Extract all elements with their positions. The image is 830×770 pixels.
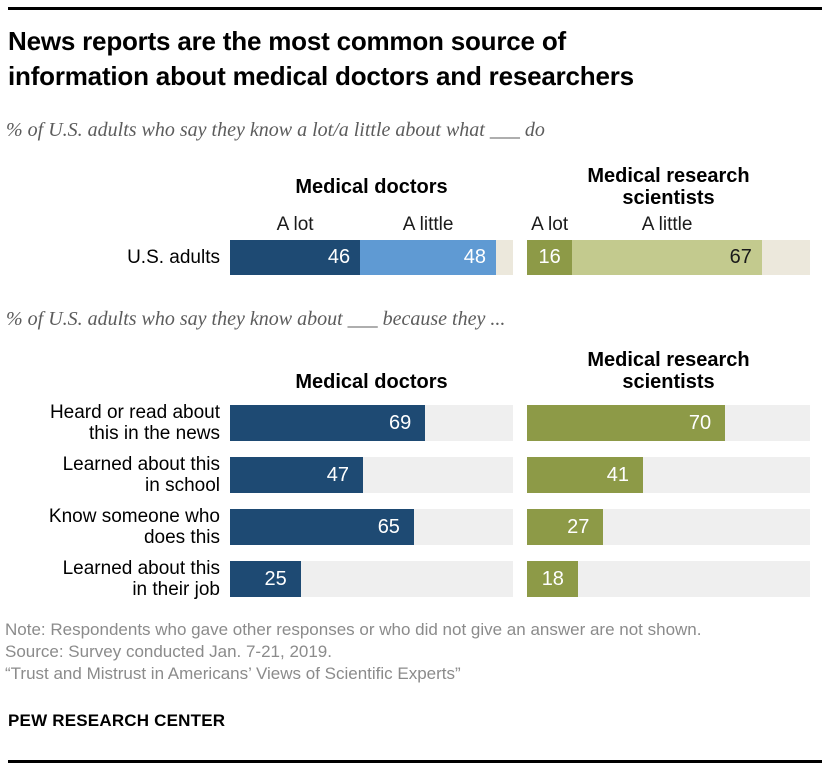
value-label: 47 (326, 463, 349, 486)
bar-row: Heard or read about this in the news 69 70 (0, 402, 830, 444)
row-label: Heard or read about this in the news (0, 402, 220, 444)
grouped-bar-chart: Medical doctors Medical research scientist… (0, 340, 830, 600)
value-label: 65 (377, 515, 400, 538)
bar-track: 65 (230, 509, 513, 545)
bottom-rule (8, 760, 822, 763)
bar-track: 18 (527, 561, 810, 597)
bar: 47 (230, 457, 363, 493)
row-label-line: in school (145, 475, 220, 496)
report-title-line: “Trust and Mistrust in Americans’ Views … (5, 664, 461, 683)
note-line: Note: Respondents who gave other respons… (5, 620, 702, 639)
value-label: 27 (567, 515, 590, 538)
stacked-bar-row: U.S. adults 46 48 16 67 (0, 240, 830, 275)
bar-row: Learned about this in their job 25 18 (0, 558, 830, 600)
row-label-line: Learned about this (62, 454, 220, 475)
bar-segment: 48 (360, 240, 496, 275)
bar-row: Learned about this in school 47 41 (0, 454, 830, 496)
bar: 69 (230, 405, 426, 441)
column-header-line: Medical doctors (295, 176, 448, 198)
bar-track: 69 (230, 405, 513, 441)
segment-label: A lot (276, 214, 314, 235)
row-label-line: Heard or read about (49, 402, 220, 423)
bar-segment: 67 (572, 240, 762, 275)
segment-label: A little (402, 214, 454, 235)
row-label-line: this in the news (89, 423, 220, 444)
value-label: 70 (688, 411, 712, 434)
value-label: 48 (463, 246, 486, 268)
value-label: 69 (389, 411, 412, 434)
title-line-1: News reports are the most common source … (8, 26, 566, 56)
stacked-bar: 16 67 (527, 240, 810, 275)
segment-label: A lot (531, 214, 569, 235)
bar-track: 41 (527, 457, 810, 493)
row-label-line: does this (143, 527, 220, 548)
stacked-chart-subtitle: % of U.S. adults who say they know a lot… (6, 119, 545, 141)
top-rule (8, 7, 822, 10)
value-label: 67 (729, 246, 752, 268)
row-label-line: in their job (132, 579, 220, 600)
row-label-line: Know someone who (48, 506, 220, 527)
value-label: 16 (538, 246, 561, 268)
row-label: Know someone who does this (0, 506, 220, 548)
bar-track: 27 (527, 509, 810, 545)
stacked-bar: 46 48 (230, 240, 513, 275)
bar: 70 (527, 405, 726, 441)
value-label: 46 (327, 246, 351, 268)
stacked-bar-chart: Medical doctors A lot A little Medical rese… (0, 164, 830, 278)
bar-track: 47 (230, 457, 513, 493)
column-header: Medical research scientists (527, 340, 810, 393)
bar: 65 (230, 509, 414, 545)
value-label: 25 (264, 567, 287, 590)
bar-track: 25 (230, 561, 513, 597)
column-header: Medical doctors (230, 164, 513, 210)
brand-wordmark: PEW RESEARCH CENTER (8, 711, 226, 730)
source-line: Source: Survey conducted Jan. 7-21, 2019… (5, 642, 332, 661)
title-line-2: information about medical doctors and re… (8, 61, 634, 91)
column-header-line: scientists (622, 371, 715, 393)
bar-row: Know someone who does this 65 27 (0, 506, 830, 548)
column-header: Medical doctors (230, 340, 513, 393)
bar-track: 70 (527, 405, 810, 441)
row-label: Learned about this in their job (0, 558, 220, 600)
column-header-line: scientists (622, 187, 715, 209)
segment-label: A little (641, 214, 693, 235)
page-title: News reports are the most common source … (8, 24, 814, 94)
bar-segment: 46 (230, 240, 361, 275)
bar: 18 (527, 561, 578, 597)
grouped-chart-subtitle: % of U.S. adults who say they know about… (6, 308, 506, 330)
bar-segment: 16 (527, 240, 573, 275)
bar: 25 (230, 561, 301, 597)
bar: 27 (527, 509, 604, 545)
value-label: 41 (606, 463, 630, 486)
row-label-line: U.S. adults (127, 247, 220, 268)
column-header: Medical research scientists (527, 164, 810, 210)
footnotes: Note: Respondents who gave other respons… (5, 619, 825, 685)
column-header-line: Medical doctors (295, 371, 448, 393)
row-label: Learned about this in school (0, 454, 220, 496)
column-header-line: Medical research (587, 349, 750, 371)
value-label: 18 (541, 567, 564, 590)
bar: 41 (527, 457, 644, 493)
row-label: U.S. adults (0, 240, 220, 275)
column-header-line: Medical research (587, 165, 750, 187)
row-label-line: Learned about this (62, 558, 220, 579)
